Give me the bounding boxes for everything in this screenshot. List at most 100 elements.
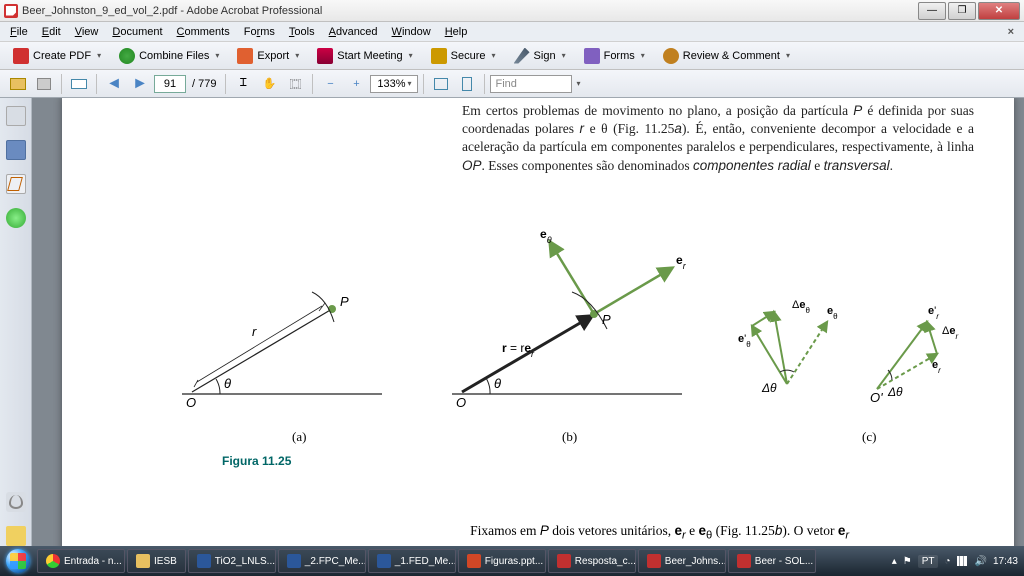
- toolbar-main: Create PDF▾ Combine Files▾ Export▾ Start…: [0, 42, 1024, 70]
- fit-page-button[interactable]: [455, 73, 479, 95]
- pdf-page: Em certos problemas de movimento no plan…: [62, 98, 1014, 546]
- word-icon: [197, 554, 211, 568]
- zoom-out-button[interactable]: −: [318, 73, 342, 95]
- figure-11-25: O P r θ (a) O P θ: [192, 254, 974, 464]
- select-tool-button[interactable]: Ꮖ: [231, 73, 255, 95]
- combine-label: Combine Files: [139, 50, 209, 62]
- figure-label: Figura 11.25: [222, 454, 291, 468]
- help-panel-button[interactable]: [6, 208, 26, 228]
- combine-files-button[interactable]: Combine Files▾: [112, 45, 226, 67]
- menubar: File Edit View Document Comments Forms T…: [0, 22, 1024, 42]
- taskbar-item[interactable]: TiO2_LNLS...: [188, 549, 276, 573]
- taskbar-item[interactable]: _1.FED_Me...: [368, 549, 456, 573]
- document-area[interactable]: Em certos problemas de movimento no plan…: [32, 98, 1024, 546]
- doc-close-button[interactable]: ×: [1002, 26, 1020, 38]
- sign-button[interactable]: Sign▾: [507, 45, 573, 67]
- attachments-panel-button[interactable]: [6, 492, 26, 512]
- clock[interactable]: 17:43: [993, 556, 1018, 567]
- menu-forms[interactable]: Forms: [238, 24, 281, 40]
- start-button[interactable]: [0, 546, 36, 576]
- next-page-button[interactable]: ►: [128, 73, 152, 95]
- windows-orb-icon: [6, 549, 30, 573]
- menu-comments[interactable]: Comments: [171, 24, 236, 40]
- window-buttons: — ❐ ✕: [916, 2, 1020, 20]
- figure-a: O P r θ: [162, 254, 402, 424]
- svg-text:eθ: eθ: [827, 305, 838, 321]
- svg-text:O': O': [870, 390, 883, 405]
- zoom-rect-icon: ⿴: [290, 76, 301, 92]
- taskbar-items: Entrada - n...IESBTiO2_LNLS..._2.FPC_Me.…: [36, 549, 817, 573]
- titlebar: Beer_Johnston_9_ed_vol_2.pdf - Adobe Acr…: [0, 0, 1024, 22]
- comments-panel-button[interactable]: [6, 526, 26, 546]
- taskbar-item[interactable]: Beer_Johns...: [638, 549, 726, 573]
- bookmarks-panel-button[interactable]: [6, 140, 26, 160]
- signatures-panel-button[interactable]: [6, 174, 26, 194]
- menu-view[interactable]: View: [69, 24, 105, 40]
- maximize-button[interactable]: ❐: [948, 2, 976, 20]
- secure-button[interactable]: Secure▾: [424, 45, 503, 67]
- create-pdf-button[interactable]: Create PDF▾: [6, 45, 108, 67]
- marquee-zoom-button[interactable]: ⿴: [283, 73, 307, 95]
- svg-text:Δeθ: Δeθ: [792, 299, 810, 315]
- open-button[interactable]: [6, 73, 30, 95]
- close-button[interactable]: ✕: [978, 2, 1020, 20]
- taskbar-item[interactable]: _2.FPC_Me...: [278, 549, 366, 573]
- figure-b: O P θ r = rer eθ er: [432, 224, 712, 424]
- start-meeting-button[interactable]: Start Meeting▾: [310, 45, 419, 67]
- language-indicator[interactable]: PT: [918, 555, 939, 568]
- menu-window[interactable]: Window: [386, 24, 437, 40]
- network-icon[interactable]: ◔: [944, 556, 950, 567]
- zoom-level[interactable]: 133% ▾: [370, 75, 418, 93]
- plus-icon: +: [353, 78, 359, 90]
- svg-text:Δθ: Δθ: [887, 385, 903, 399]
- zoom-in-button[interactable]: +: [344, 73, 368, 95]
- menu-edit[interactable]: Edit: [36, 24, 67, 40]
- svg-text:eθ: eθ: [540, 227, 552, 245]
- hand-icon: ✋: [263, 77, 277, 90]
- window-title: Beer_Johnston_9_ed_vol_2.pdf - Adobe Acr…: [22, 5, 916, 17]
- find-dropdown[interactable]: ▾: [576, 79, 580, 88]
- taskbar-item[interactable]: Resposta_c...: [548, 549, 636, 573]
- ppt-icon: [467, 554, 481, 568]
- create-pdf-label: Create PDF: [33, 50, 91, 62]
- show-hidden-icon[interactable]: ▴: [892, 556, 897, 567]
- forms-button[interactable]: Forms▾: [577, 45, 652, 67]
- export-button[interactable]: Export▾: [230, 45, 306, 67]
- taskbar-item[interactable]: Figuras.ppt...: [458, 549, 546, 573]
- secure-label: Secure: [451, 50, 486, 62]
- menu-document[interactable]: Document: [106, 24, 168, 40]
- mail-icon: [71, 79, 87, 89]
- cursor-icon: Ꮖ: [240, 77, 247, 90]
- menu-file[interactable]: File: [4, 24, 34, 40]
- chrome-icon: [46, 554, 60, 568]
- hand-tool-button[interactable]: ✋: [257, 73, 281, 95]
- export-label: Export: [257, 50, 289, 62]
- caption-a: (a): [292, 429, 306, 445]
- print-button[interactable]: [32, 73, 56, 95]
- review-button[interactable]: Review & Comment▾: [656, 45, 797, 67]
- email-button[interactable]: [67, 73, 91, 95]
- taskbar-item[interactable]: Beer - SOL...: [728, 549, 816, 573]
- taskbar-item-label: Resposta_c...: [575, 556, 636, 567]
- menu-tools[interactable]: Tools: [283, 24, 321, 40]
- menu-help[interactable]: Help: [439, 24, 474, 40]
- page-number-input[interactable]: [154, 75, 186, 93]
- paragraph-1: Em certos problemas de movimento no plan…: [462, 102, 974, 175]
- flag-icon[interactable]: ⚑: [903, 556, 912, 567]
- svg-text:O: O: [186, 395, 196, 410]
- svg-text:O: O: [456, 395, 466, 410]
- svg-text:er: er: [932, 359, 941, 375]
- signal-icon[interactable]: [957, 556, 969, 566]
- meeting-label: Start Meeting: [337, 50, 402, 62]
- export-icon: [237, 48, 253, 64]
- taskbar-item[interactable]: Entrada - n...: [37, 549, 125, 573]
- pages-panel-button[interactable]: [6, 106, 26, 126]
- sign-icon: [514, 48, 530, 64]
- minimize-button[interactable]: —: [918, 2, 946, 20]
- prev-page-button[interactable]: ◄: [102, 73, 126, 95]
- fit-width-button[interactable]: [429, 73, 453, 95]
- volume-icon[interactable]: 🔊: [975, 556, 987, 567]
- taskbar-item[interactable]: IESB: [127, 549, 186, 573]
- menu-advanced[interactable]: Advanced: [323, 24, 384, 40]
- find-input[interactable]: Find: [490, 75, 572, 93]
